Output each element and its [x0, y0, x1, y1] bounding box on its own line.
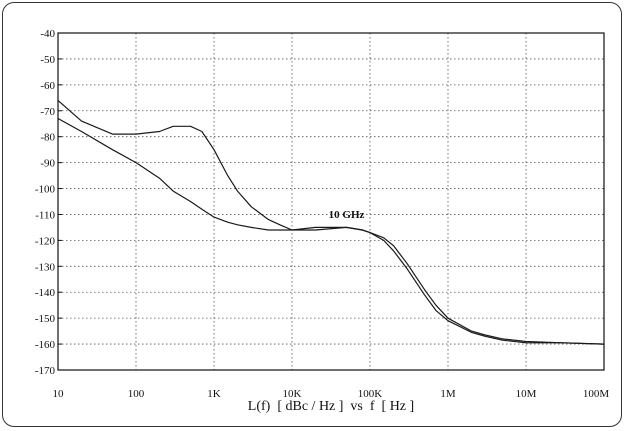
y-tick-label: -70: [40, 106, 55, 118]
x-tick-label: 10K: [283, 388, 302, 400]
x-tick-label: 100M: [583, 388, 610, 400]
x-tick-labels: 10 100 1K 10K 100K 1M 10M 100M: [53, 388, 610, 400]
series-line-1: [57, 99, 605, 345]
annotation-label: 10 GHz: [329, 209, 365, 221]
y-tick-label: -110: [35, 209, 55, 221]
y-tick-label: -80: [40, 132, 55, 144]
annotations: 10 GHz: [329, 209, 365, 221]
y-tick-label: -100: [35, 184, 56, 196]
y-tick-label: -120: [35, 235, 56, 247]
y-tick-label: -150: [35, 313, 56, 325]
x-tick-label: 10M: [516, 388, 537, 400]
plot-area: [58, 33, 604, 370]
x-axis-label: L(f) [ dBc / Hz ] vs f [ Hz ]: [248, 399, 414, 414]
grid-lines: [58, 33, 604, 370]
series-line-2: [57, 117, 605, 345]
y-tick-labels: -40 -50 -60 -70 -80 -90 -100 -110 -120 -130 -140 -1…: [35, 28, 62, 377]
x-tick-label: 1M: [440, 388, 456, 400]
plot-border: [57, 32, 605, 371]
y-tick-label: -90: [40, 158, 55, 170]
x-tick-label: 100: [128, 388, 145, 400]
x-tick-label: 100K: [358, 388, 383, 400]
y-tick-label: -130: [35, 261, 56, 273]
series-group: [57, 99, 605, 345]
y-tick-label: -50: [40, 54, 55, 66]
y-tick-label: -60: [40, 80, 55, 92]
x-tick-label: 1K: [207, 388, 221, 400]
y-tick-label: -170: [35, 365, 56, 377]
y-tick-label: -140: [35, 287, 56, 299]
y-tick-label: -160: [35, 339, 56, 351]
y-tick-label: -40: [40, 28, 55, 40]
x-tick-label: 10: [53, 388, 65, 400]
